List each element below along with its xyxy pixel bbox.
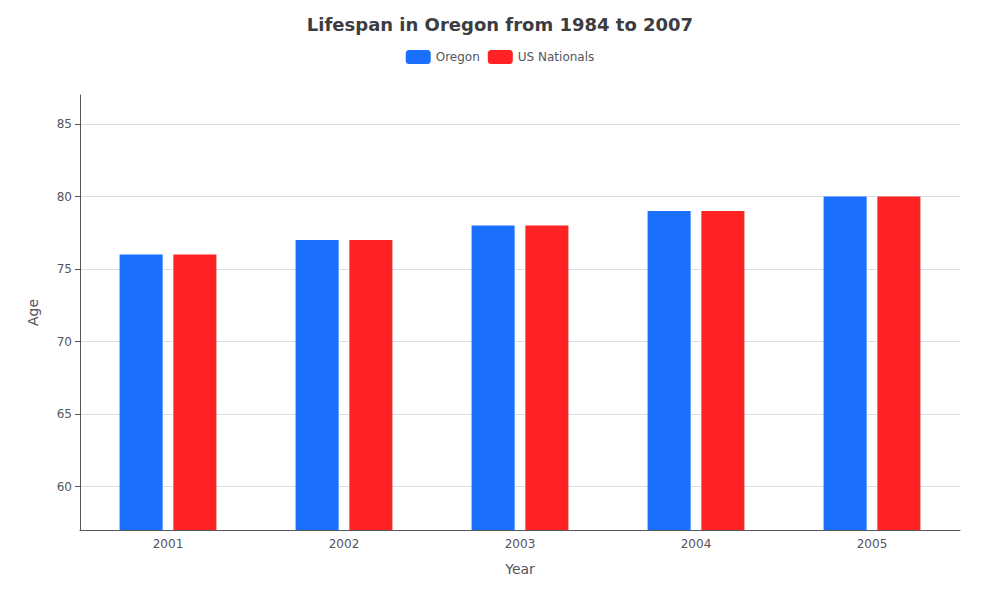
svg-text:85: 85	[57, 117, 72, 131]
svg-text:US Nationals: US Nationals	[518, 50, 594, 64]
svg-text:2004: 2004	[681, 537, 712, 551]
svg-text:80: 80	[57, 190, 72, 204]
svg-text:70: 70	[57, 335, 72, 349]
svg-text:Age: Age	[25, 299, 41, 326]
svg-text:Oregon: Oregon	[436, 50, 480, 64]
svg-text:Year: Year	[504, 561, 535, 577]
svg-text:2003: 2003	[505, 537, 536, 551]
svg-text:60: 60	[57, 480, 72, 494]
svg-text:65: 65	[57, 407, 72, 421]
svg-text:Lifespan in Oregon from 1984 t: Lifespan in Oregon from 1984 to 2007	[307, 14, 693, 35]
svg-text:2005: 2005	[857, 537, 888, 551]
svg-text:2001: 2001	[153, 537, 184, 551]
svg-text:75: 75	[57, 262, 72, 276]
svg-text:2002: 2002	[329, 537, 360, 551]
